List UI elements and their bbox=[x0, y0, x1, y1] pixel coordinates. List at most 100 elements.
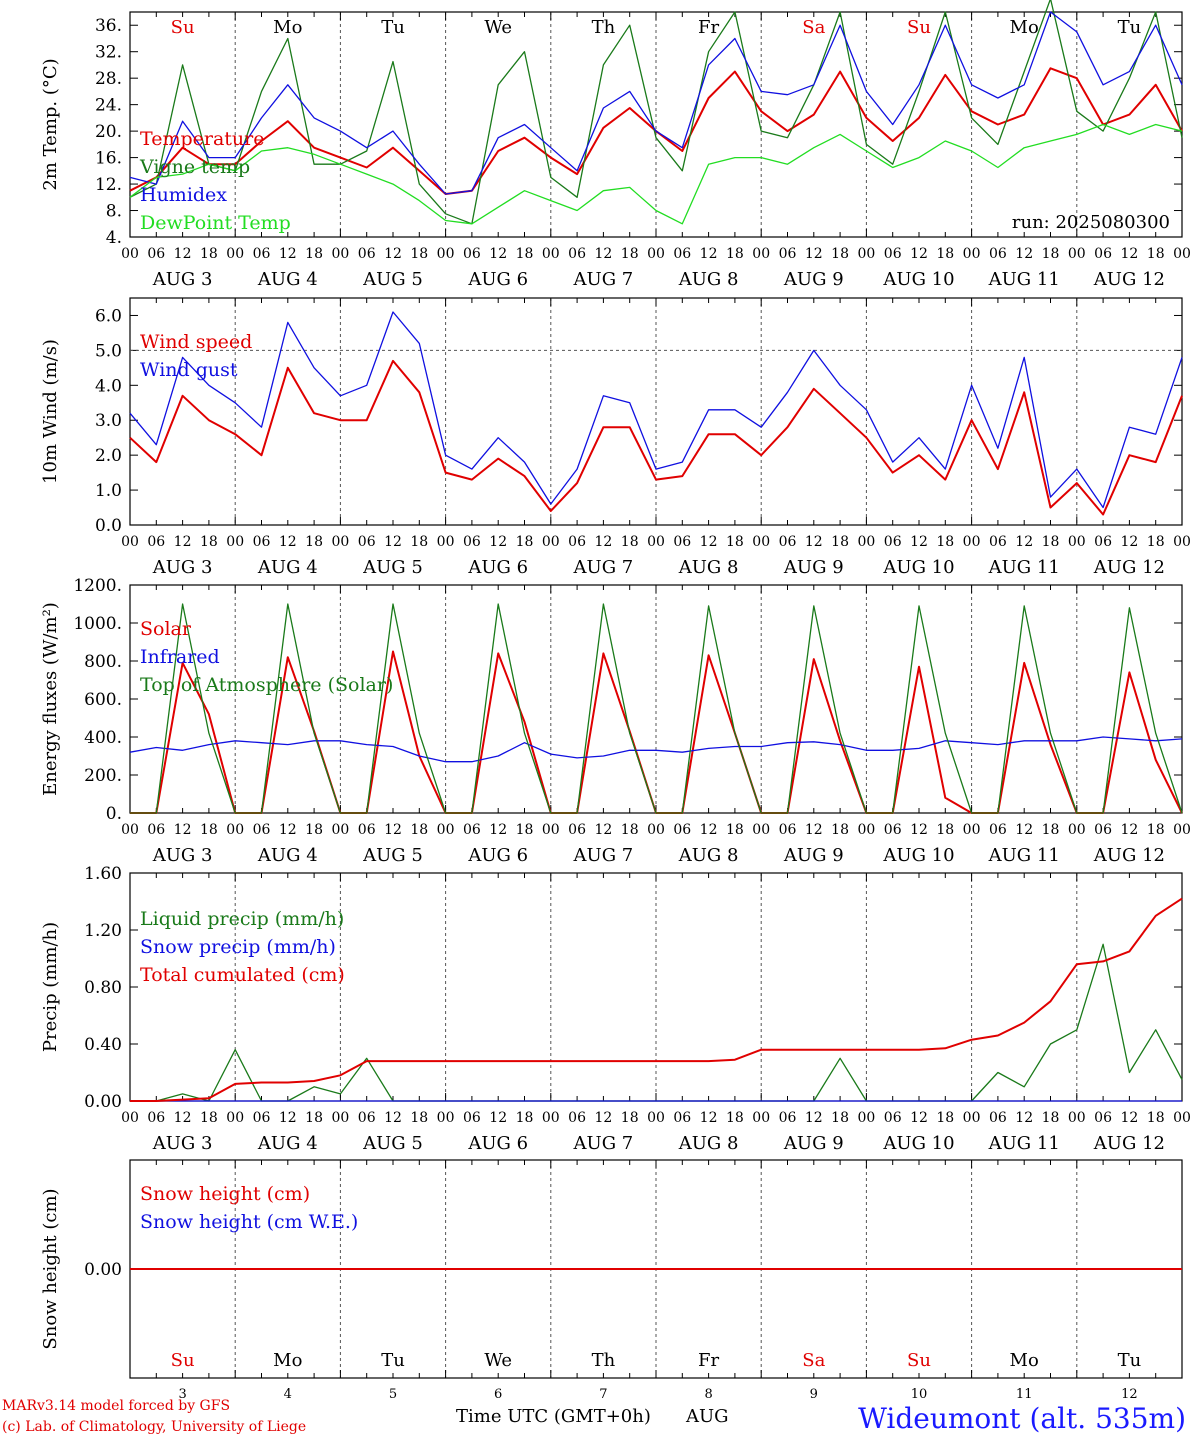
x-hour-label: 18 bbox=[1147, 1110, 1165, 1126]
y-tick-label: 0.00 bbox=[84, 1260, 122, 1280]
x-date-label: AUG 7 bbox=[573, 1133, 634, 1154]
x-hour-label: 18 bbox=[1147, 534, 1165, 550]
x-date-label: AUG 3 bbox=[152, 845, 213, 866]
y-tick-label: 1.0 bbox=[95, 481, 122, 501]
x-hour-label: 12 bbox=[1120, 1110, 1138, 1126]
x-hour-label: 18 bbox=[621, 822, 639, 838]
x-hour-label: 00 bbox=[331, 1110, 349, 1126]
x-hour-label: 12 bbox=[910, 534, 928, 550]
x-date-label: AUG 8 bbox=[678, 269, 739, 290]
legend-entry: Total cumulated (cm) bbox=[140, 964, 345, 986]
day-of-week-label: Mo bbox=[273, 1350, 302, 1371]
y-tick-label: 8. bbox=[106, 202, 122, 222]
x-hour-label: 12 bbox=[1015, 1110, 1033, 1126]
x-hour-label: 00 bbox=[437, 1110, 455, 1126]
x-hour-label: 12 bbox=[594, 822, 612, 838]
x-date-label: 4 bbox=[284, 1387, 292, 1402]
x-hour-label: 00 bbox=[963, 534, 981, 550]
x-hour-label: 06 bbox=[147, 1110, 165, 1126]
day-of-week-label: Su bbox=[171, 17, 195, 38]
x-date-label: 5 bbox=[389, 1387, 397, 1402]
y-tick-label: 1000. bbox=[73, 614, 122, 634]
x-hour-label: 18 bbox=[305, 822, 323, 838]
x-hour-label: 12 bbox=[384, 534, 402, 550]
x-date-label: AUG 8 bbox=[678, 845, 739, 866]
x-hour-label: 12 bbox=[174, 246, 192, 262]
x-date-label: AUG 9 bbox=[783, 269, 844, 290]
x-hour-label: 12 bbox=[805, 822, 823, 838]
x-date-label: AUG 6 bbox=[467, 1133, 528, 1154]
y-tick-label: 16. bbox=[95, 149, 122, 169]
x-hour-label: 18 bbox=[726, 1110, 744, 1126]
x-hour-label: 18 bbox=[305, 1110, 323, 1126]
x-hour-label: 00 bbox=[1173, 534, 1191, 550]
x-hour-label: 06 bbox=[463, 246, 481, 262]
x-hour-label: 06 bbox=[568, 822, 586, 838]
series-line-total-cumulated-cm- bbox=[130, 897, 1183, 1102]
x-hour-label: 00 bbox=[226, 246, 244, 262]
x-hour-label: 06 bbox=[779, 822, 797, 838]
x-hour-label: 00 bbox=[226, 1110, 244, 1126]
x-hour-label: 18 bbox=[621, 534, 639, 550]
x-hour-label: 06 bbox=[253, 822, 271, 838]
x-hour-label: 00 bbox=[1068, 1110, 1086, 1126]
x-hour-label: 18 bbox=[726, 534, 744, 550]
run-annotation: run: 2025080300 bbox=[1012, 212, 1170, 233]
x-hour-label: 18 bbox=[410, 246, 428, 262]
x-hour-label: 00 bbox=[121, 822, 139, 838]
x-hour-label: 18 bbox=[1042, 246, 1060, 262]
x-hour-label: 00 bbox=[226, 822, 244, 838]
x-hour-label: 18 bbox=[936, 534, 954, 550]
x-axis-title: Time UTC (GMT+0h) bbox=[456, 1406, 651, 1427]
x-hour-label: 12 bbox=[700, 534, 718, 550]
x-date-label: AUG 3 bbox=[152, 557, 213, 578]
x-hour-label: 00 bbox=[857, 822, 875, 838]
day-of-week-label: Th bbox=[592, 1350, 616, 1371]
x-hour-label: 18 bbox=[621, 246, 639, 262]
day-of-week-label: Fr bbox=[698, 1350, 719, 1371]
y-axis-title: Precip (mm/h) bbox=[40, 922, 61, 1052]
x-date-label: AUG 6 bbox=[467, 557, 528, 578]
x-hour-label: 00 bbox=[752, 822, 770, 838]
legend-entry: Temperature bbox=[140, 128, 264, 150]
y-axis-title: Snow height (cm) bbox=[40, 1188, 61, 1349]
series-line-wind-speed bbox=[129, 359, 1183, 516]
x-hour-label: 12 bbox=[805, 534, 823, 550]
y-tick-label: 5.0 bbox=[95, 341, 122, 361]
x-date-label: AUG 11 bbox=[988, 1133, 1060, 1154]
y-tick-label: 20. bbox=[95, 122, 122, 142]
x-hour-label: 12 bbox=[805, 1110, 823, 1126]
x-hour-label: 12 bbox=[805, 246, 823, 262]
panel-4: 0.00 0.40 0.80 1.20 1.60 Precip (mm/h) Liquid … bbox=[40, 864, 1191, 1154]
x-date-label: AUG 9 bbox=[783, 557, 844, 578]
x-date-label: AUG 4 bbox=[257, 845, 318, 866]
x-hour-label: 06 bbox=[147, 246, 165, 262]
x-hour-label: 12 bbox=[594, 246, 612, 262]
x-hour-label: 12 bbox=[594, 534, 612, 550]
x-hour-label: 00 bbox=[1173, 822, 1191, 838]
x-hour-label: 06 bbox=[463, 822, 481, 838]
x-hour-label: 12 bbox=[174, 534, 192, 550]
day-of-week-label: Sa bbox=[802, 17, 825, 38]
x-hour-label: 06 bbox=[568, 246, 586, 262]
y-tick-label: 12. bbox=[95, 175, 122, 195]
x-hour-label: 06 bbox=[358, 534, 376, 550]
x-hour-label: 18 bbox=[831, 1110, 849, 1126]
x-hour-label: 12 bbox=[700, 1110, 718, 1126]
x-hour-label: 12 bbox=[489, 246, 507, 262]
series-line-top-of-atmosphere-solar- bbox=[130, 603, 1183, 814]
x-date-label: 6 bbox=[494, 1387, 502, 1402]
x-hour-label: 06 bbox=[989, 1110, 1007, 1126]
x-date-label: 3 bbox=[178, 1387, 186, 1402]
x-date-label: AUG 12 bbox=[1093, 269, 1165, 290]
panel-1: 4. 8. 12. 16. 20. 24. 28. 32. 36. 2m Temp. (°C) Te… bbox=[40, 0, 1191, 290]
x-hour-label: 12 bbox=[910, 822, 928, 838]
x-hour-label: 00 bbox=[647, 822, 665, 838]
x-hour-label: 12 bbox=[279, 1110, 297, 1126]
day-of-week-label: Mo bbox=[1010, 17, 1039, 38]
legend-entry: Snow height (cm W.E.) bbox=[140, 1211, 358, 1233]
plot-frame bbox=[129, 11, 1183, 238]
x-hour-label: 00 bbox=[226, 534, 244, 550]
day-of-week-label: Mo bbox=[1010, 1350, 1039, 1371]
x-hour-label: 12 bbox=[384, 1110, 402, 1126]
